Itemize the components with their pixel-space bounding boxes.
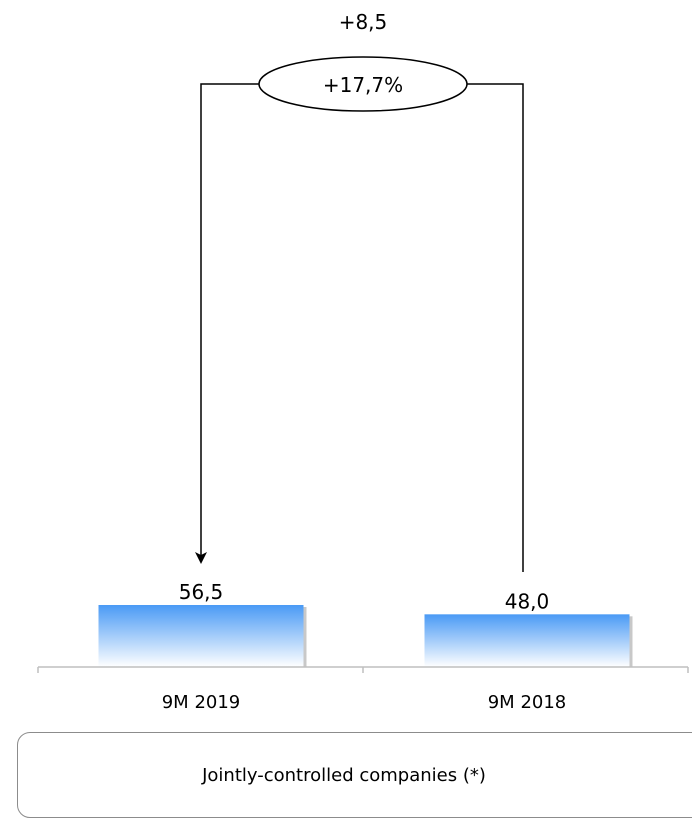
change-percent-label: +17,7% (323, 73, 403, 97)
bar-value-label: 56,5 (179, 580, 224, 604)
x-tick-label: 9M 2019 (162, 692, 241, 713)
bars-group: 56,5 48,0 (98, 580, 633, 667)
bar (98, 605, 304, 667)
change-absolute-label: +8,5 (339, 10, 388, 34)
bracket-left-arm (195, 83, 259, 564)
change-percent-ellipse (258, 56, 468, 112)
footer-label: Jointly-controlled companies (*) (202, 764, 486, 786)
x-tick-label: 9M 2018 (488, 692, 567, 713)
bar-value-label: 48,0 (505, 589, 550, 613)
bar (424, 614, 630, 667)
footer-box: Jointly-controlled companies (*) (17, 732, 692, 818)
bracket-right-arm (466, 83, 524, 572)
